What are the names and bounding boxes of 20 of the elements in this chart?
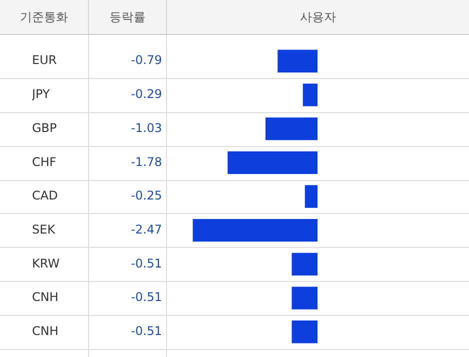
- data-label: -0.79: [130, 53, 162, 68]
- data-label: -0.25: [130, 188, 162, 203]
- y-tick-label: CNH: [32, 290, 58, 304]
- data-label: -0.51: [130, 256, 162, 270]
- y-tick-label: CAD: [32, 188, 58, 203]
- text: 기준통화: [0, 0, 89, 34]
- text: 등락률: [89, 0, 167, 34]
- y-tick-label: GBP: [32, 120, 57, 135]
- data-label: -0.51: [130, 324, 162, 338]
- y-tick-label: EUR: [32, 53, 57, 68]
- data-label: -0.51: [130, 290, 162, 304]
- y-tick-label: CNH: [32, 324, 58, 338]
- data-label: -1.03: [130, 120, 162, 135]
- y-tick-label: CHF: [32, 154, 56, 169]
- text: 사용자: [299, 9, 337, 26]
- y-tick-label: SEK: [32, 222, 56, 236]
- data-label: -2.47: [130, 222, 162, 236]
- y-tick-label: KRW: [32, 256, 60, 270]
- data-label: -1.78: [130, 154, 162, 169]
- data-label: -0.29: [130, 87, 162, 102]
